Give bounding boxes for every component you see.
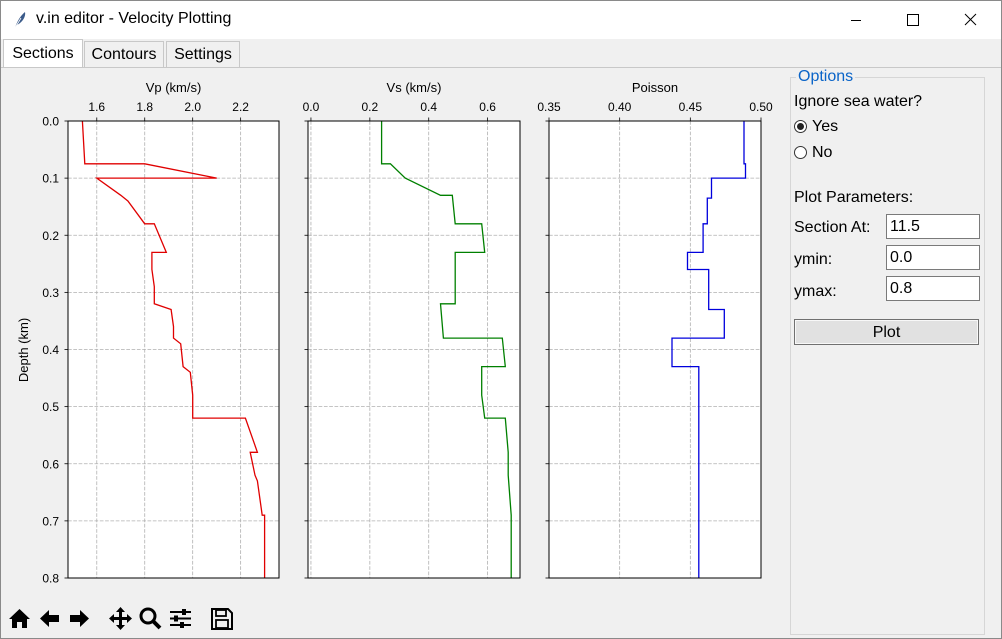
y-tick-label: 0.8	[42, 572, 59, 586]
maximize-icon	[907, 14, 919, 26]
minimize-icon	[851, 20, 861, 21]
minimize-button[interactable]	[833, 1, 879, 39]
x-tick-label: 1.8	[136, 100, 153, 114]
tab-contours[interactable]: Contours	[84, 41, 164, 67]
ignore-sea-water-label: Ignore sea water?	[794, 93, 923, 110]
configure-subplots-icon	[170, 609, 191, 628]
radio-yes-label[interactable]: Yes	[812, 118, 839, 135]
home-button[interactable]	[6, 605, 33, 632]
radio-selected-dot	[797, 123, 804, 130]
y-tick-label: 0.7	[42, 514, 59, 528]
save-button[interactable]	[208, 605, 235, 632]
window-title: v.in editor - Velocity Plotting	[36, 10, 232, 27]
y-tick-label: 0.4	[42, 343, 59, 357]
profile-line	[671, 121, 747, 578]
radio-no[interactable]	[794, 146, 807, 159]
close-icon	[964, 13, 977, 26]
tab-sections[interactable]: Sections	[3, 39, 83, 68]
x-tick-label: 0.40	[608, 100, 632, 114]
velocity-plots[interactable]: 0.0 0.1 0.2 0.3 0.4 0.5 0.6 0.7 0.8 1.6 1.8 2.0 2.2 V…	[1, 68, 788, 602]
plot-area	[68, 121, 279, 578]
y-axis-label: Depth (km)	[16, 318, 31, 382]
radio-yes[interactable]	[794, 120, 807, 133]
zoom-icon	[139, 607, 162, 630]
x-tick-label: 0.6	[479, 100, 496, 114]
x-tick-label: 0.2	[361, 100, 378, 114]
plot-frame	[67, 120, 280, 579]
forward-button[interactable]	[66, 605, 93, 632]
back-arrow-icon	[40, 610, 59, 627]
back-button[interactable]	[36, 605, 63, 632]
close-button[interactable]	[945, 1, 991, 39]
ymax-label: ymax:	[794, 283, 837, 300]
section-at-label: Section At:	[794, 219, 871, 236]
pan-icon	[109, 607, 132, 630]
x-tick-label: 1.6	[88, 100, 105, 114]
pan-button[interactable]	[107, 605, 134, 632]
x-axis-label: Vs (km/s)	[387, 80, 442, 95]
profile-line	[81, 120, 266, 578]
ymin-input[interactable]	[886, 245, 980, 270]
profile-line	[380, 121, 512, 578]
plot-button[interactable]: Plot	[794, 319, 979, 345]
plot-canvas[interactable]: 0.0 0.1 0.2 0.3 0.4 0.5 0.6 0.7 0.8 1.6 1.8 2.0 2.2 V…	[1, 68, 788, 638]
x-tick-label: 2.2	[232, 100, 249, 114]
y-tick-label: 0.3	[42, 286, 59, 300]
zoom-button[interactable]	[137, 605, 164, 632]
y-tick-label: 0.6	[42, 457, 59, 471]
y-tick-label: 0.1	[42, 172, 59, 186]
plot-parameters-label: Plot Parameters:	[794, 189, 914, 206]
x-tick-label: 2.0	[184, 100, 201, 114]
title-bar[interactable]: v.in editor - Velocity Plotting	[1, 1, 1001, 39]
ymax-input[interactable]	[886, 276, 980, 301]
y-tick-label: 0.2	[42, 229, 59, 243]
x-tick-label: 0.4	[420, 100, 437, 114]
x-axis-label: Poisson	[632, 80, 678, 95]
y-tick-label: 0.0	[42, 115, 59, 129]
tab-bar: Contours Settings Sections	[1, 39, 1001, 68]
radio-no-label[interactable]: No	[812, 144, 833, 161]
configure-subplots-button[interactable]	[167, 605, 194, 632]
tab-divider	[1, 67, 1001, 68]
options-legend: Options	[796, 68, 856, 86]
x-tick-label: 0.35	[537, 100, 561, 114]
feather-icon	[14, 12, 26, 29]
y-tick-label: 0.5	[42, 400, 59, 414]
tab-settings[interactable]: Settings	[166, 41, 240, 67]
save-icon	[211, 608, 233, 630]
home-icon	[9, 609, 30, 628]
options-panel	[790, 77, 985, 635]
x-tick-label: 0.0	[303, 100, 320, 114]
section-at-input[interactable]	[886, 214, 980, 239]
plot-frame	[548, 120, 762, 579]
x-axis-label: Vp (km/s)	[146, 80, 202, 95]
plot-frame	[307, 120, 521, 579]
x-tick-label: 0.50	[749, 100, 773, 114]
forward-arrow-icon	[70, 610, 89, 627]
x-tick-label: 0.45	[679, 100, 703, 114]
ymin-label: ymin:	[794, 251, 833, 268]
maximize-button[interactable]	[889, 1, 935, 39]
